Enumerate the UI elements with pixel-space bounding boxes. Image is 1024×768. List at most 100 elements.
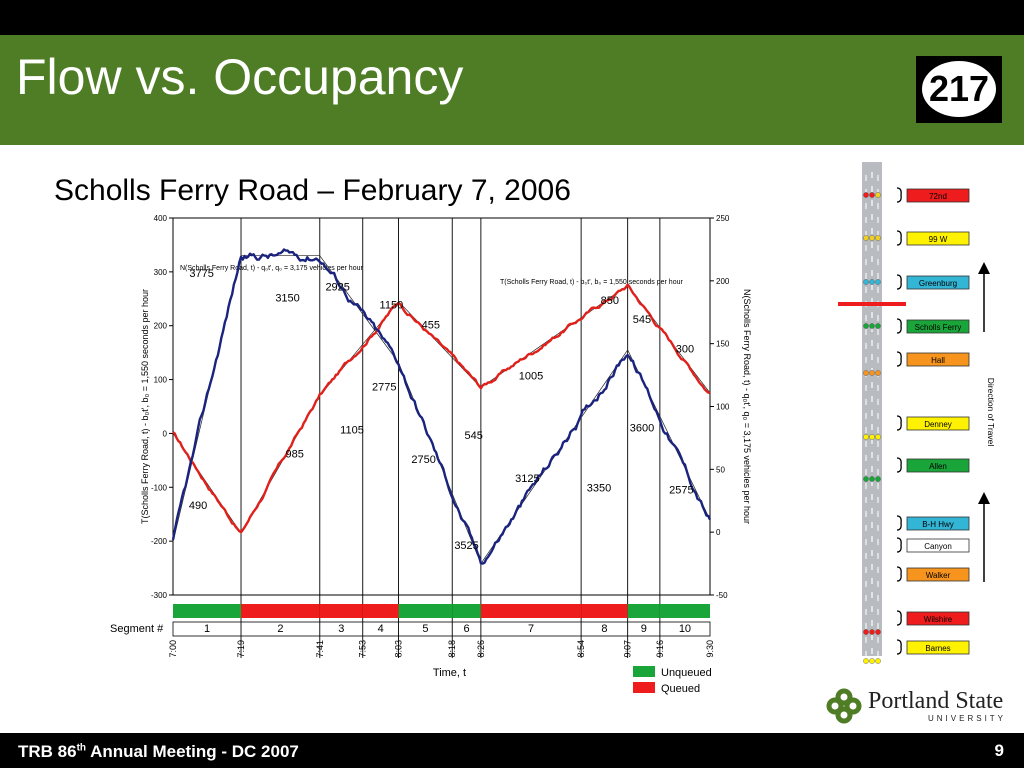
direction-arrowhead-icon xyxy=(978,492,990,504)
slope-label: 3125 xyxy=(515,473,539,485)
detector-dot xyxy=(863,370,869,376)
segment-bar-10 xyxy=(659,604,710,618)
slope-label: 850 xyxy=(601,295,619,307)
segment-number: 6 xyxy=(463,623,469,635)
right-tick-label: 100 xyxy=(716,403,730,412)
segment-number: 10 xyxy=(679,623,691,635)
detector-dot xyxy=(869,476,875,482)
header-bar xyxy=(0,35,1024,145)
left-tick-label: -300 xyxy=(151,591,168,600)
station-label: 99 W xyxy=(929,235,948,244)
y-axis-left-label: T(Scholls Ferry Road, t) - b₀t', b₀ = 1,… xyxy=(140,289,150,524)
x-tick-label: 9:16 xyxy=(655,640,665,658)
detector-dot xyxy=(863,323,869,329)
route-number: 217 xyxy=(928,68,990,109)
station-label: 72nd xyxy=(929,192,947,201)
right-tick-label: 50 xyxy=(716,465,725,474)
x-tick-label: 7:19 xyxy=(236,640,246,658)
slope-label: 3150 xyxy=(275,292,299,304)
x-tick-label: 7:53 xyxy=(358,640,368,658)
blue-series-line xyxy=(171,248,712,565)
station-box xyxy=(906,319,970,334)
x-axis-label: Time, t xyxy=(433,667,466,679)
segment-bar-8 xyxy=(581,604,628,618)
segment-number: 7 xyxy=(528,623,534,635)
logo-subtext: UNIVERSITY xyxy=(928,714,1007,723)
footer-sup: th xyxy=(76,742,87,754)
top-bar xyxy=(0,0,1024,35)
slope-label: 2775 xyxy=(372,381,396,393)
detector-dot xyxy=(869,279,875,285)
detector-dot xyxy=(869,192,875,198)
station-box xyxy=(906,458,970,473)
segment-number-row xyxy=(172,621,711,637)
segment-bar-5 xyxy=(398,604,453,618)
slope-label: 985 xyxy=(286,449,304,461)
station-brace xyxy=(896,351,902,367)
detector-dot xyxy=(863,434,869,440)
segment-number: 2 xyxy=(277,623,283,635)
slope-label: 545 xyxy=(465,430,483,442)
detector-dot xyxy=(875,323,881,329)
segment-number: 1 xyxy=(204,623,210,635)
footer-bar: TRB 86th Annual Meeting - DC 2007 9 xyxy=(0,733,1024,768)
detector-dot xyxy=(875,235,881,241)
station-label: Barnes xyxy=(925,644,950,653)
detector-dot xyxy=(869,434,875,440)
direction-of-travel-label: Direction of Travel xyxy=(986,378,996,447)
right-tick-label: 0 xyxy=(716,528,721,537)
detector-dot xyxy=(863,235,869,241)
slope-label: 3350 xyxy=(587,483,611,495)
freeway-road xyxy=(862,162,882,656)
left-tick-label: 100 xyxy=(154,376,168,385)
annotation-right: T(Scholls Ferry Road, t) - b₀t', b₀ = 1,… xyxy=(500,279,683,286)
segment-bar-4 xyxy=(362,604,399,618)
station-brace xyxy=(896,230,902,246)
segment-label: Segment # xyxy=(110,623,164,635)
detector-dot xyxy=(869,658,875,664)
detector-dot xyxy=(863,658,869,664)
logo-text: Portland State xyxy=(868,688,1004,714)
right-tick-label: -50 xyxy=(716,591,728,600)
station-brace xyxy=(896,537,902,553)
segment-bar-6 xyxy=(452,604,481,618)
segment-bar-3 xyxy=(319,604,363,618)
station-label: Denney xyxy=(924,420,952,429)
slope-label: 1150 xyxy=(380,299,404,311)
route-shield: 217 xyxy=(922,61,996,117)
segment-number: 5 xyxy=(422,623,428,635)
left-tick-label: 200 xyxy=(154,322,168,331)
station-box xyxy=(906,416,970,431)
detector-dot xyxy=(875,476,881,482)
portland-state-logo: Portland State UNIVERSITY xyxy=(824,686,1014,726)
station-label: B-H Hwy xyxy=(922,520,954,529)
detector-dot xyxy=(869,235,875,241)
slope-label: 2925 xyxy=(325,282,349,294)
right-tick-label: 250 xyxy=(716,214,730,223)
station-brace xyxy=(896,515,902,531)
segment-bar-2 xyxy=(241,604,320,618)
station-box xyxy=(906,611,970,626)
slope-label: 3775 xyxy=(189,268,213,280)
detector-dot xyxy=(875,434,881,440)
station-brace xyxy=(896,610,902,626)
segment-bar-7 xyxy=(480,604,582,618)
station-box xyxy=(906,640,970,655)
detector-dot xyxy=(863,629,869,635)
station-label: Scholls Ferry xyxy=(915,323,962,332)
right-tick-label: 200 xyxy=(716,277,730,286)
legend-queued-label: Queued xyxy=(661,683,700,695)
station-box xyxy=(906,538,970,553)
page-number: 9 xyxy=(994,741,1004,760)
route-217-shield-icon: 217 xyxy=(916,56,1002,123)
station-label: Walker xyxy=(926,571,951,580)
left-tick-label: -200 xyxy=(151,537,168,546)
station-label: Wilshire xyxy=(924,615,953,624)
station-brace xyxy=(896,187,902,203)
detector-dot xyxy=(869,370,875,376)
detector-dot xyxy=(875,279,881,285)
station-brace xyxy=(896,457,902,473)
detector-dot xyxy=(875,658,881,664)
x-tick-label: 8:03 xyxy=(394,640,404,658)
detector-dot xyxy=(869,323,875,329)
